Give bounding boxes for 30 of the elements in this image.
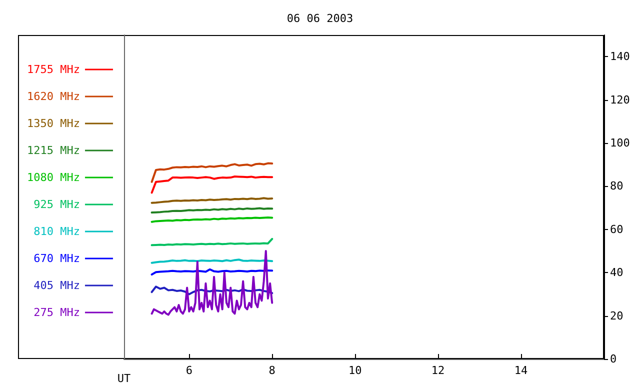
legend-label: 810 MHz: [34, 225, 80, 238]
x-axis-title: UT: [117, 372, 131, 384]
chart-title: 06 06 2003: [286, 12, 354, 25]
legend-label: 925 MHz: [34, 198, 80, 211]
line-series: [150, 162, 274, 183]
legend-label: 1215 MHz: [26, 144, 80, 157]
x-tick-label: 12: [431, 364, 445, 377]
legend-label: 1755 MHz: [26, 63, 80, 76]
line-series: [150, 175, 274, 194]
y-tick-label: 120: [610, 93, 630, 106]
legend-label: 1350 MHz: [26, 117, 80, 130]
legend-label: 405 MHz: [34, 279, 80, 292]
y-tick-label: 20: [610, 309, 624, 322]
y-tick-label: 60: [610, 222, 624, 236]
line-series: [150, 286, 274, 296]
x-tick-label: 6: [186, 364, 192, 377]
legend-label: 1620 MHz: [26, 90, 80, 103]
legend-label: 670 MHz: [34, 252, 80, 265]
y-tick-label: 100: [610, 136, 630, 150]
y-tick-label: 0: [610, 352, 617, 366]
legend-label: 1080 MHz: [26, 171, 80, 184]
legend-label: 275 MHz: [34, 306, 80, 319]
line-series: [150, 250, 274, 316]
x-tick-label: 14: [514, 364, 528, 377]
y-tick-label: 40: [610, 266, 624, 280]
x-tick-label: 10: [348, 364, 362, 377]
x-tick-label: 8: [268, 364, 276, 377]
y-tick-label: 140: [610, 50, 630, 64]
y-tick-label: 80: [610, 180, 624, 193]
line-series: [150, 238, 274, 246]
